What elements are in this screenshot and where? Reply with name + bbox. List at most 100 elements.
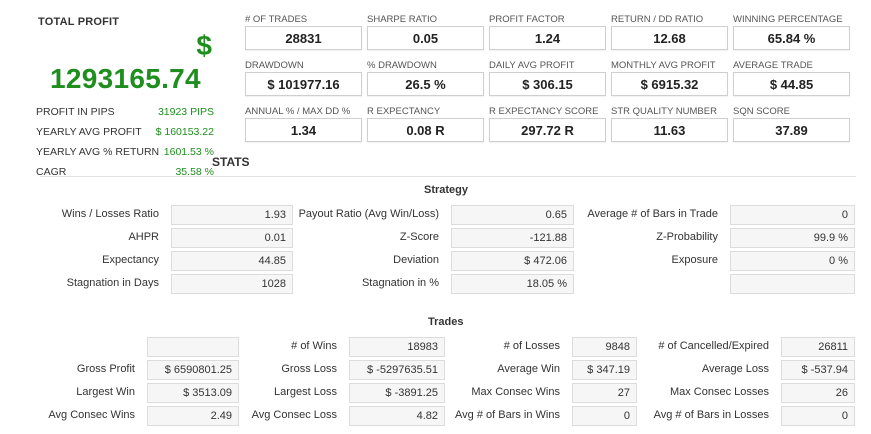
trade-value: 9848 [572,337,637,357]
trade-label: Avg # of Bars in Losses [653,409,769,421]
stat-label: Exposure [671,254,718,266]
stat-value: 0.01 [171,228,293,248]
stat-label: Average # of Bars in Trade [587,208,718,220]
metric-card-average-trade: AVERAGE TRADE $ 44.85 [733,56,850,101]
stat-label: Deviation [393,254,439,266]
profit-in-pips-row: PROFIT IN PIPS 31923 PIPS [36,106,214,118]
yearly-avg-return-row: YEARLY AVG % RETURN 1601.53 % [36,146,214,158]
metric-label: R EXPECTANCY SCORE [489,106,599,117]
yearly-avg-return-label: YEARLY AVG % RETURN [36,146,160,158]
total-profit-panel: TOTAL PROFIT $ 1293165.74 PROFIT IN PIPS… [30,10,220,180]
metric-card-daily-avg: DAILY AVG PROFIT $ 306.15 [489,56,606,101]
divider [40,176,856,177]
stat-value: 1028 [171,274,293,294]
metric-label: # OF TRADES [245,14,308,25]
stat-label: Z-Score [399,231,439,243]
metric-value: $ 101977.16 [245,72,362,96]
metric-label: R EXPECTANCY [367,106,441,117]
trade-label: # of Wins [291,340,337,352]
stat-value: 0 [730,205,855,225]
trade-label: Average Win [497,363,560,375]
trade-value: 27 [572,383,637,403]
metric-card-sharpe: SHARPE RATIO 0.05 [367,10,484,55]
metric-label: % DRAWDOWN [367,60,437,71]
trade-value: $ 6590801.25 [147,360,239,380]
metric-card-pct-drawdown: % DRAWDOWN 26.5 % [367,56,484,101]
yearly-avg-profit-row: YEARLY AVG PROFIT $ 160153.22 [36,126,214,138]
metric-label: PROFIT FACTOR [489,14,565,25]
metric-value: $ 306.15 [489,72,606,96]
trade-value: $ -3891.25 [349,383,445,403]
trade-value: 2.49 [147,406,239,426]
metric-value: 37.89 [733,118,850,142]
profit-in-pips-value: 31923 PIPS [157,106,214,118]
trade-value: $ 3513.09 [147,383,239,403]
total-profit-value: 1293165.74 [50,63,201,94]
stat-label: Expectancy [102,254,159,266]
stat-value: 44.85 [171,251,293,271]
stat-label: Wins / Losses Ratio [61,208,159,220]
stat-label: Stagnation in Days [66,277,159,289]
trade-label: # of Losses [503,340,560,352]
trade-value: 4.82 [349,406,445,426]
strategy-title: Strategy [424,184,469,196]
metric-label: SQN SCORE [733,106,791,117]
metric-value: 1.24 [489,26,606,50]
metric-card-sqn-score: SQN SCORE 37.89 [733,102,850,147]
metric-value: 0.05 [367,26,484,50]
metric-label: DAILY AVG PROFIT [489,60,575,71]
trade-label: Gross Loss [281,363,337,375]
metric-label: RETURN / DD RATIO [611,14,704,25]
trade-label: Avg # of Bars in Wins [455,409,560,421]
stat-value: 0 % [730,251,855,271]
stat-value: -121.88 [451,228,574,248]
yearly-avg-profit-value: $ 160153.22 [155,126,214,138]
metric-label: ANNUAL % / MAX DD % [245,106,351,117]
cagr-label: CAGR [36,166,67,178]
metric-label: STR QUALITY NUMBER [611,106,717,117]
stat-label: Payout Ratio (Avg Win/Loss) [298,208,439,220]
metric-value: 26.5 % [367,72,484,96]
trade-label: Largest Loss [274,386,337,398]
metric-label: DRAWDOWN [245,60,304,71]
metric-value: 65.84 % [733,26,850,50]
trade-value: $ -5297635.51 [349,360,445,380]
trade-value: 26 [781,383,855,403]
yearly-avg-return-value: 1601.53 % [163,146,214,158]
metric-value: 12.68 [611,26,728,50]
trade-label: Max Consec Wins [471,386,560,398]
stat-value: 18.05 % [451,274,574,294]
metric-value: 0.08 R [367,118,484,142]
metric-card-monthly-avg: MONTHLY AVG PROFIT $ 6915.32 [611,56,728,101]
stat-value: 1.93 [171,205,293,225]
metric-card-return-dd: RETURN / DD RATIO 12.68 [611,10,728,55]
stat-value: 99.9 % [730,228,855,248]
stat-value [730,274,855,294]
cagr-value: 35.58 % [175,166,214,178]
metric-value: 11.63 [611,118,728,142]
metric-label: AVERAGE TRADE [733,60,813,71]
trade-label: Average Loss [701,363,769,375]
trade-value: $ -537.94 [781,360,855,380]
trade-value: 0 [572,406,637,426]
metric-value: 1.34 [245,118,362,142]
trade-label: Max Consec Losses [669,386,769,398]
stat-value: $ 472.06 [451,251,574,271]
metric-label: SHARPE RATIO [367,14,438,25]
trade-label: Avg Consec Wins [48,409,135,421]
yearly-avg-profit-label: YEARLY AVG PROFIT [36,126,142,138]
metric-card-str-quality: STR QUALITY NUMBER 11.63 [611,102,728,147]
metric-value: $ 6915.32 [611,72,728,96]
stats-heading: STATS [212,155,250,169]
metric-label: MONTHLY AVG PROFIT [611,60,716,71]
metric-card-winning-pct: WINNING PERCENTAGE 65.84 % [733,10,850,55]
trade-value: 0 [781,406,855,426]
metric-card-drawdown: DRAWDOWN $ 101977.16 [245,56,362,101]
metric-card-trades: # OF TRADES 28831 [245,10,362,55]
cagr-row: CAGR 35.58 % [36,166,214,178]
metric-card-profit-factor: PROFIT FACTOR 1.24 [489,10,606,55]
trade-value: 26811 [781,337,855,357]
trade-label: Avg Consec Loss [251,409,337,421]
trade-value: $ 347.19 [572,360,637,380]
stat-label: AHPR [128,231,159,243]
